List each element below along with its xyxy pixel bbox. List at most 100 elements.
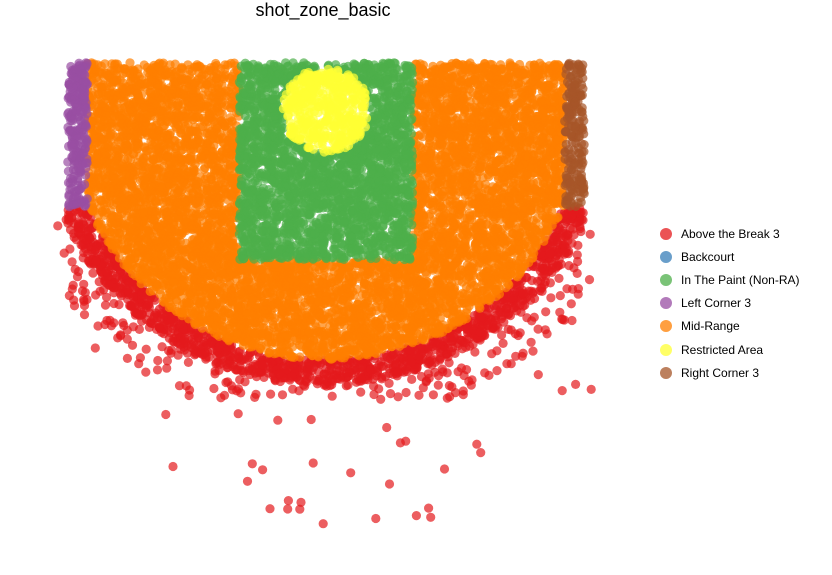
data-point — [578, 208, 588, 218]
data-point — [168, 461, 178, 472]
data-point — [557, 386, 567, 396]
data-point — [369, 381, 379, 391]
data-point — [211, 359, 221, 369]
data-point — [492, 346, 502, 356]
data-point — [102, 292, 112, 302]
data-point — [79, 300, 90, 311]
data-point — [136, 310, 147, 320]
data-point — [428, 390, 438, 400]
data-point — [143, 300, 153, 310]
data-point — [277, 390, 288, 400]
data-point — [571, 379, 581, 389]
data-point — [174, 381, 185, 391]
data-point — [287, 371, 297, 381]
data-point — [175, 344, 186, 354]
data-point — [497, 330, 507, 340]
data-point — [308, 458, 318, 468]
data-point — [411, 510, 421, 521]
data-point — [162, 356, 172, 366]
data-point — [53, 221, 63, 231]
data-point — [560, 219, 570, 229]
data-point — [93, 321, 103, 331]
data-point — [69, 301, 80, 311]
data-point — [274, 369, 284, 379]
data-point — [209, 383, 219, 394]
data-point — [492, 366, 502, 376]
data-point — [554, 273, 564, 283]
data-point — [537, 283, 547, 293]
data-point — [533, 324, 543, 334]
data-point — [81, 235, 91, 245]
data-point — [541, 270, 551, 281]
data-point — [575, 223, 585, 234]
data-point — [384, 479, 395, 489]
data-point — [134, 324, 144, 334]
data-point — [141, 367, 151, 377]
data-point — [541, 307, 551, 317]
data-point — [526, 337, 536, 347]
data-point — [573, 289, 583, 299]
data-point — [547, 263, 558, 273]
data-point — [567, 211, 577, 221]
data-point — [475, 327, 486, 337]
data-point — [529, 287, 539, 297]
data-point — [102, 315, 112, 326]
data-point — [515, 328, 525, 338]
data-point — [527, 275, 537, 286]
data-point — [240, 377, 250, 387]
data-point — [426, 352, 436, 362]
data-point — [283, 504, 293, 514]
data-point — [415, 344, 425, 354]
data-point — [318, 519, 328, 529]
data-point — [67, 212, 77, 222]
data-point — [109, 318, 119, 328]
data-point — [490, 324, 500, 334]
data-point — [416, 371, 427, 382]
data-point — [424, 373, 434, 383]
data-point — [434, 352, 445, 362]
data-point — [295, 504, 305, 514]
data-point — [242, 476, 253, 486]
data-point — [134, 359, 144, 369]
data-point — [226, 381, 237, 391]
data-point — [452, 329, 462, 339]
data-point — [384, 378, 394, 388]
data-point — [499, 317, 509, 327]
data-point — [74, 227, 84, 238]
data-point — [109, 298, 119, 309]
data-point — [341, 381, 351, 391]
data-point — [189, 344, 199, 354]
data-point — [175, 319, 185, 329]
data-point — [153, 355, 163, 366]
data-point — [265, 504, 275, 514]
data-point — [161, 409, 171, 420]
data-point — [101, 266, 111, 277]
data-point — [273, 415, 283, 425]
data-point — [251, 359, 261, 369]
data-point — [233, 384, 244, 394]
data-point — [122, 353, 132, 363]
data-point — [546, 293, 556, 303]
data-point — [506, 359, 516, 369]
data-point — [437, 364, 447, 374]
data-point — [258, 465, 268, 475]
data-point — [283, 496, 293, 506]
data-point — [210, 369, 220, 379]
data-point — [376, 394, 386, 404]
data-point — [91, 256, 101, 266]
data-point — [401, 387, 411, 398]
data-point — [245, 369, 255, 380]
data-point — [371, 513, 381, 524]
data-point — [355, 372, 366, 382]
data-point — [236, 365, 246, 376]
data-point — [573, 240, 583, 250]
data-point — [183, 357, 193, 367]
data-point — [470, 347, 480, 357]
data-point — [257, 360, 267, 370]
data-point — [67, 257, 77, 267]
data-point — [424, 503, 434, 513]
data-point — [77, 286, 88, 296]
data-point — [584, 275, 595, 285]
data-point — [327, 391, 337, 401]
data-point — [68, 280, 78, 290]
